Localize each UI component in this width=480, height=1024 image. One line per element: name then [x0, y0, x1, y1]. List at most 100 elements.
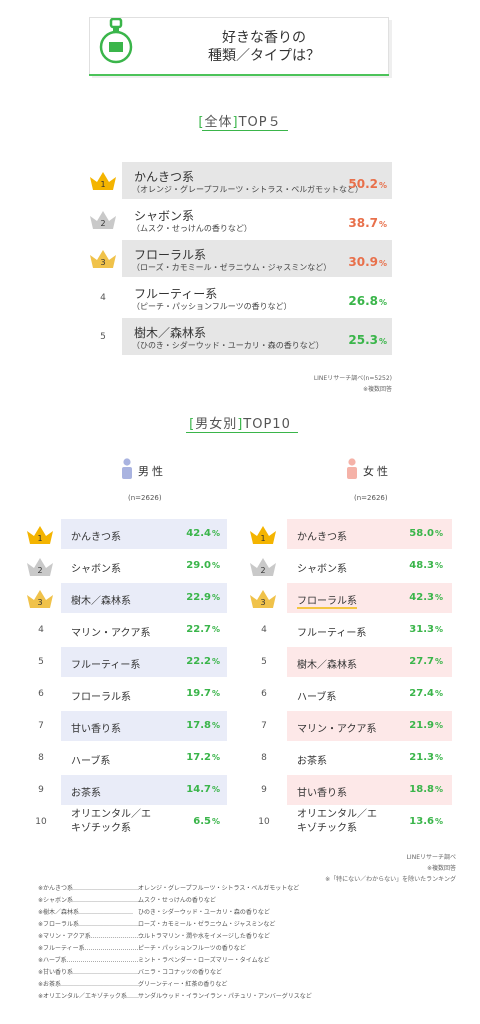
female-row: 4 フルーティー系 31.3% [0, 614, 480, 646]
footnote-line: ※シャボン系……………………………ムスク・せっけんの香りなど [38, 896, 216, 906]
fragrance-name: フルーティー系 [134, 287, 218, 301]
male-label: 男性 [121, 458, 191, 482]
male-value: 6.5% [193, 816, 220, 827]
male-row: 9 お茶系 14.7% [0, 774, 480, 806]
title-line-1: 好きな香りの [222, 30, 306, 46]
overall-value: 30.9% [348, 255, 387, 269]
male-row: 2 シャボン系 29.0% [0, 550, 480, 582]
rank-number: 4 [100, 293, 106, 303]
bracket-close: ] [232, 115, 239, 130]
male-value: 22.2% [186, 656, 220, 667]
fragrance-name: かんきつ系 [71, 532, 121, 543]
rank-number: 6 [38, 689, 44, 699]
overall-row: 2 シャボン系 （ムスク・せっけんの香りなど） 38.7% [0, 201, 480, 238]
overall-title-underline [202, 130, 288, 131]
fragrance-name: 樹木／森林系 [71, 596, 131, 607]
footnote-description: オレンジ・グレープフルーツ・シトラス・ベルガモットなど [138, 885, 300, 892]
footnote-line: ※かんきつ系……………………………オレンジ・グレープフルーツ・シトラス・ベルガモ… [38, 884, 299, 894]
female-value: 42.3% [409, 592, 443, 603]
male-row: 3 樹木／森林系 22.9% [0, 582, 480, 614]
footnote-description: ミント・ラベンダー・ローズマリー・タイムなど [138, 957, 270, 964]
footnote-term: ※甘い香り系…………………………… [38, 969, 140, 976]
male-person-icon [122, 458, 132, 479]
fragrance-name: 甘い香り系 [71, 724, 121, 735]
fragrance-name: ハーブ系 [71, 756, 111, 767]
overall-row: 5 樹木／森林系 （ひのき・シダーウッド・ユーカリ・森の香りなど） 25.3% [0, 318, 480, 355]
footnote-description: バニラ・ココナッツの香りなど [138, 969, 223, 976]
footnote-line: ※お茶系…………………………………グリーンティー・紅茶の香りなど [38, 980, 227, 990]
footnote-line: ※フローラル系…………………………ローズ・カモミール・ゼラニウム・ジャスミンなど [38, 920, 275, 930]
footnote-term: ※フローラル系………………………… [38, 921, 140, 928]
female-row: 2 シャボン系 48.3% [0, 550, 480, 582]
crown-rank-1-icon: 1 [248, 524, 278, 546]
fragrance-name: フルーティー系 [297, 628, 367, 639]
fragrance-name: フローラル系 [297, 592, 357, 609]
fragrance-name: 樹木／森林系 [297, 660, 357, 671]
rank-number: 5 [100, 332, 106, 342]
rank-number: 6 [261, 689, 267, 699]
male-value: 17.2% [186, 752, 220, 763]
page-title: 好きな香りの 種類／タイプは？ [150, 29, 378, 65]
perfume-bottle-icon [99, 18, 133, 64]
gender-note-excluded: ※「特にない／わからない」を除いたランキング [325, 876, 456, 883]
female-row: 8 お茶系 21.3% [0, 742, 480, 774]
male-row: 1 かんきつ系 42.4% [0, 518, 480, 550]
female-value: 21.9% [409, 720, 443, 731]
overall-source: LINEリサーチ調べ(n=5252) [313, 375, 392, 382]
fragrance-examples: （ローズ・カモミール・ゼラニウム・ジャスミンなど） [132, 263, 332, 272]
footnote-line: ※フルーティー系………………………ピーチ・パッションフルーツの香りなど [38, 944, 246, 954]
crown-rank-2-icon: 2 [25, 556, 55, 578]
overall-section-title: [全体]TOP５ [0, 111, 480, 130]
overall-row: 4 フルーティー系 （ピーチ・パッションフルーツの香りなど） 26.8% [0, 279, 480, 316]
male-row: 8 ハーブ系 17.2% [0, 742, 480, 774]
footnote-term: ※かんきつ系…………………………… [38, 885, 140, 892]
footnote-term: ※ハーブ系……………………………… [38, 957, 139, 964]
row-background [122, 240, 392, 277]
footnote-term: ※マリン・アクア系……………………… [38, 933, 145, 940]
female-sample-size: (n=2626) [354, 494, 388, 502]
fragrance-name: お茶系 [71, 788, 101, 799]
rank-number: 4 [38, 625, 44, 635]
row-background [61, 583, 227, 613]
female-label: 女性 [346, 458, 416, 482]
footnote-term: ※シャボン系…………………………… [38, 897, 140, 904]
footnote-line: ※甘い香り系……………………………バニラ・ココナッツの香りなど [38, 968, 222, 978]
female-value: 13.6% [409, 816, 443, 827]
footnote-description: ピーチ・パッションフルーツの香りなど [138, 945, 246, 952]
gender-title-inner: 男女別 [195, 417, 238, 432]
fragrance-name: フルーティー系 [71, 660, 141, 671]
fragrance-name: シャボン系 [297, 564, 347, 575]
male-label-text: 男性 [138, 465, 166, 478]
male-row: 6 フローラル系 19.7% [0, 678, 480, 710]
footnote-term: ※フルーティー系……………………… [38, 945, 139, 952]
male-value: 29.0% [186, 560, 220, 571]
gender-source: LINEリサーチ調べ [406, 854, 456, 861]
female-row: 3 フローラル系 42.3% [0, 582, 480, 614]
female-value: 27.7% [409, 656, 443, 667]
fragrance-name: 甘い香り系 [297, 788, 347, 799]
crown-rank-3-icon: 3 [248, 588, 278, 610]
bracket-close: ] [237, 417, 244, 432]
male-sample-size: (n=2626) [128, 494, 162, 502]
overall-value: 25.3% [348, 333, 387, 347]
bracket-open: [ [198, 115, 205, 130]
row-background [61, 775, 227, 805]
fragrance-examples: （ひのき・シダーウッド・ユーカリ・森の香りなど） [132, 341, 324, 350]
fragrance-name: かんきつ系 [297, 532, 347, 543]
footnote-term: ※オリエンタル／エキゾチック系…… [38, 993, 140, 1000]
female-row: 7 マリン・アクア系 21.9% [0, 710, 480, 742]
footnote-term: ※お茶系………………………………… [38, 981, 140, 988]
female-value: 48.3% [409, 560, 443, 571]
rank-number: 4 [261, 625, 267, 635]
fragrance-name: フローラル系 [71, 692, 131, 703]
male-row: 4 マリン・アクア系 22.7% [0, 614, 480, 646]
female-value: 18.8% [409, 784, 443, 795]
overall-note: ※複数回答 [362, 386, 392, 393]
female-row: 10 オリエンタル／エキゾチック系 13.6% [0, 806, 480, 838]
fragrance-name: ハーブ系 [297, 692, 337, 703]
footnote-line: ※オリエンタル／エキゾチック系……サンダルウッド・イランイラン・パチュリ・アンバ… [38, 992, 312, 1002]
overall-row: 1 かんきつ系 （オレンジ・グレープフルーツ・シトラス・ベルガモットなど） 50.2% [0, 162, 480, 199]
female-row: 9 甘い香り系 18.8% [0, 774, 480, 806]
male-row: 7 甘い香り系 17.8% [0, 710, 480, 742]
male-value: 14.7% [186, 784, 220, 795]
